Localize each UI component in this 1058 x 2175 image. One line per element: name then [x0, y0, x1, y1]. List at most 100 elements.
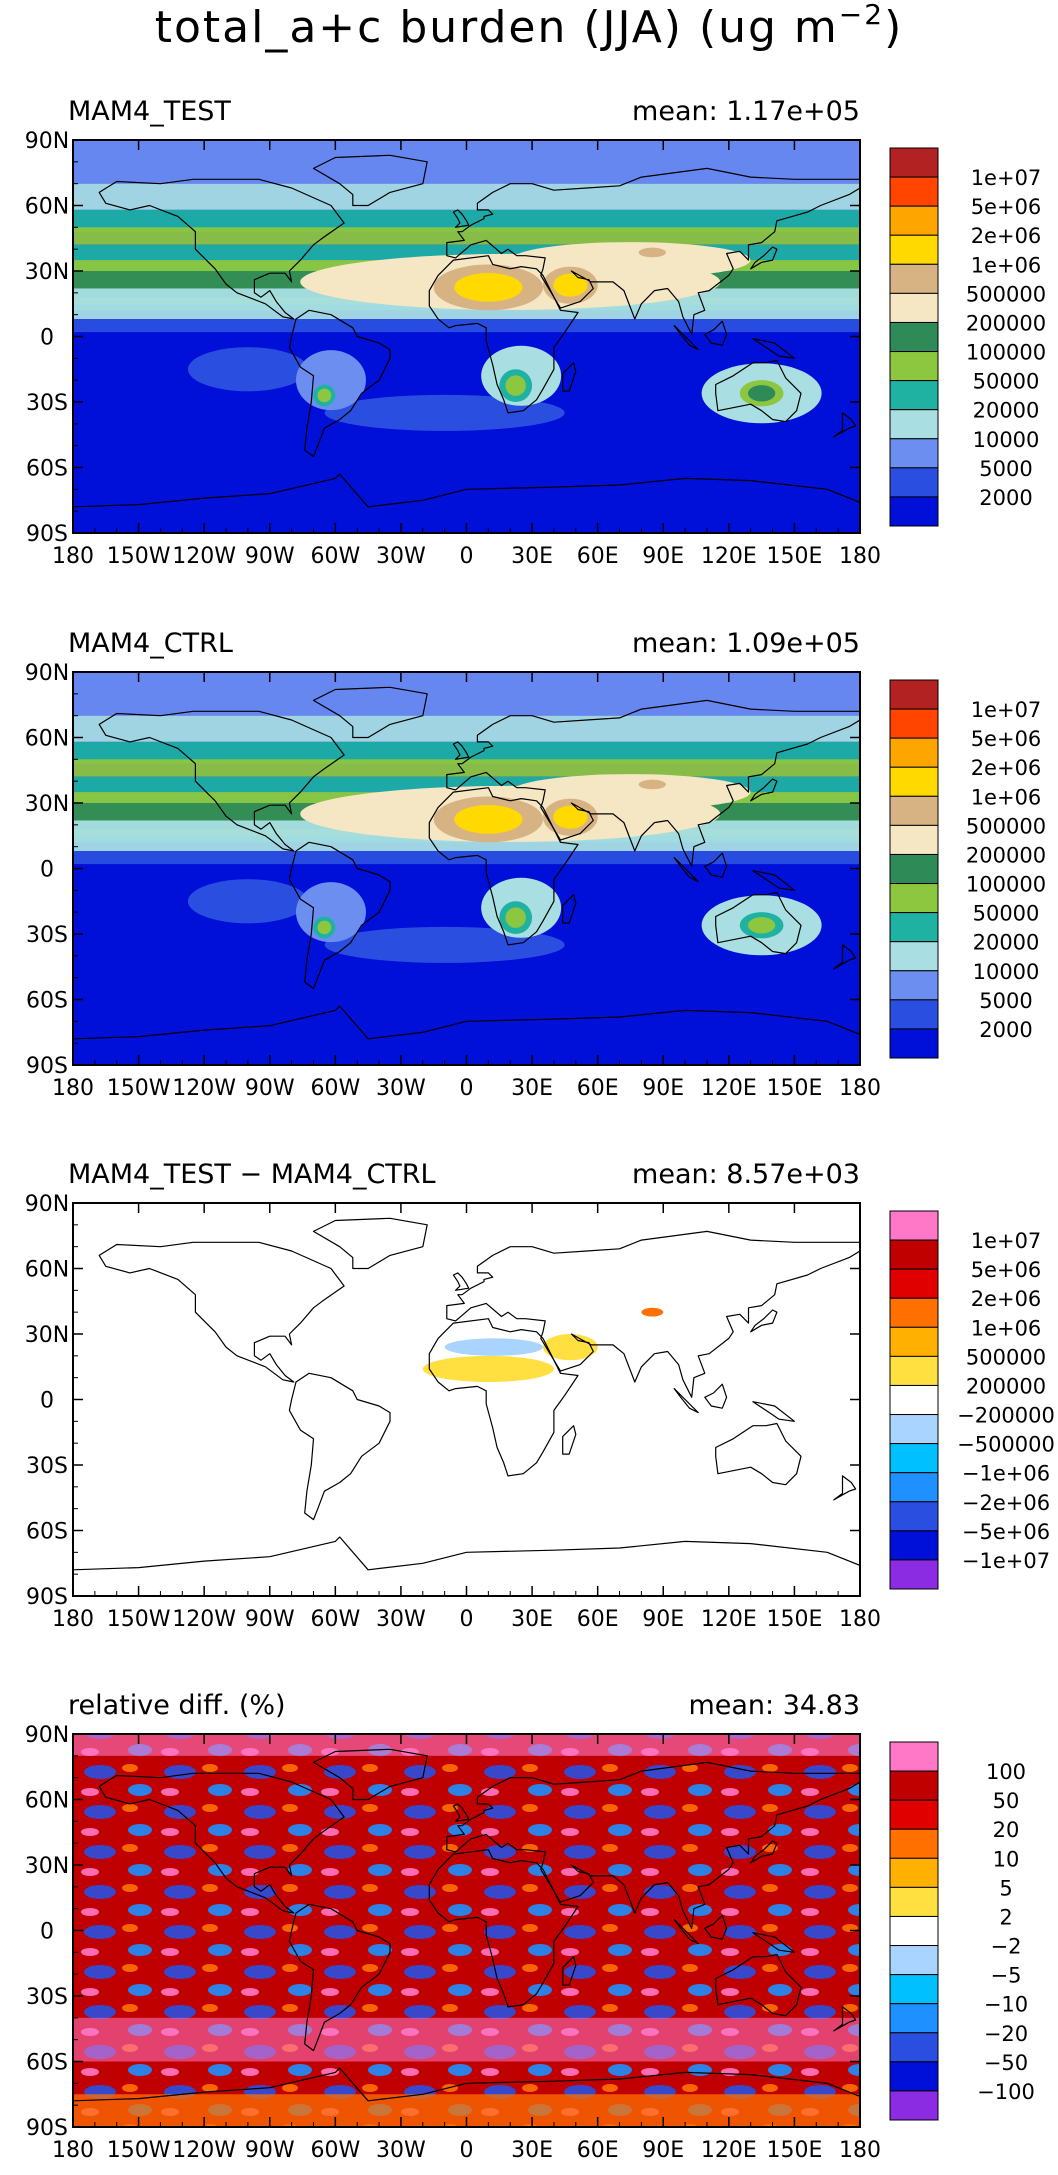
coastline-eurasia [446, 699, 860, 867]
colorbar-box [889, 1559, 939, 1590]
field-patch [295, 350, 366, 411]
coastline-africa [428, 787, 579, 946]
colorbar-box [889, 1799, 939, 1830]
colorbar-box [889, 147, 939, 178]
colorbar-label: 2e+06 [971, 756, 1042, 780]
panel-mean-label: mean: 34.83 [688, 1690, 860, 1721]
colorbar-label: 200000 [966, 311, 1046, 335]
colorbar-label: 100000 [966, 873, 1046, 897]
y-tick-label: 60S [26, 989, 68, 1014]
colorbar-box [889, 1915, 939, 1947]
coastline-australia [715, 891, 802, 955]
colorbar-label: 1e+06 [971, 1316, 1042, 1340]
x-tick-label: 60E [577, 2138, 619, 2163]
y-tick-label: 0 [40, 326, 54, 351]
x-tick-label: 90E [642, 1076, 684, 1101]
field-band [73, 2017, 860, 2062]
y-tick-label: 30N [25, 792, 69, 817]
panel-title: MAM4_TEST [68, 96, 231, 127]
coastline-antarctica [73, 1536, 860, 1596]
y-tick-label: 90S [26, 2116, 68, 2141]
coastline-borneo [704, 320, 728, 346]
coastline-madagascar [562, 1425, 577, 1455]
coastline-south-america [288, 1903, 391, 2052]
x-tick-label: 180 [52, 2138, 94, 2163]
x-tick-label: 180 [52, 544, 94, 569]
dust-belt [510, 774, 751, 811]
colorbar-box [889, 1530, 939, 1561]
coastline-new-zealand [833, 944, 857, 970]
coastline-north-america [98, 178, 345, 320]
colorbar-label: −2e+06 [962, 1491, 1050, 1515]
x-tick-label: 90W [245, 1076, 295, 1101]
colorbar-box [889, 1945, 939, 1976]
x-tick-label: 150E [766, 1076, 822, 1101]
coastline-great-britain [452, 1272, 470, 1291]
field-core-taklamakan [638, 779, 666, 790]
colorbar-label: 2 [999, 1905, 1012, 1929]
colorbar-label: −200000 [957, 1404, 1055, 1428]
colorbar-box [889, 292, 939, 323]
y-tick-label: 90S [26, 522, 68, 547]
colorbar-label: 20000 [973, 399, 1040, 423]
colorbar-box [889, 708, 939, 739]
colorbar-box [889, 679, 939, 710]
colorbar-label: 100 [986, 1760, 1026, 1784]
x-tick-label: 30W [376, 544, 426, 569]
x-tick-label: 90W [245, 1607, 295, 1632]
field-core-southamerica [317, 388, 332, 403]
field-core-arabia [553, 805, 588, 829]
colorbar-box [889, 2003, 939, 2034]
panel-title: MAM4_TEST − MAM4_CTRL [68, 1159, 436, 1190]
y-tick-label: 30N [25, 1854, 69, 1879]
colorbar-box [889, 883, 939, 914]
colorbar-box [889, 1355, 939, 1386]
x-tick-label: 180 [839, 544, 881, 569]
colorbar-label: 2e+06 [971, 1287, 1042, 1311]
colorbar-box [889, 2090, 939, 2121]
x-tick-label: 120W [172, 544, 236, 569]
colorbar-box [889, 176, 939, 207]
colorbar-box [889, 205, 939, 236]
y-tick-label: 90N [25, 1192, 69, 1217]
field-patch [295, 882, 366, 943]
x-tick-label: 90E [642, 544, 684, 569]
x-tick-label: 0 [460, 544, 474, 569]
coastline-north-america [98, 1772, 345, 1914]
colorbar-label: 1e+06 [971, 253, 1042, 277]
colorbar-box [889, 1770, 939, 1801]
x-tick-label: 30W [376, 1076, 426, 1101]
coastline-africa [428, 1318, 579, 1477]
field-core-sahara [454, 273, 523, 302]
coastline-madagascar [562, 1956, 577, 1986]
x-tick-label: 0 [460, 1607, 474, 1632]
field-core-taklamakan [638, 247, 666, 258]
colorbar-box [889, 1326, 939, 1357]
colorbar-box [889, 234, 939, 265]
colorbar-label: 200000 [966, 843, 1046, 867]
x-tick-label: 90E [642, 2138, 684, 2163]
colorbar-label: 500000 [966, 1345, 1046, 1369]
x-tick-label: 150W [107, 1607, 171, 1632]
x-tick-label: 150W [107, 2138, 171, 2163]
y-tick-label: 30S [26, 391, 68, 416]
panel-mam4-test: 1e+075e+062e+061e+0650000020000010000050… [25, 96, 1046, 569]
x-tick-label: 30E [511, 1607, 553, 1632]
colorbar: 1e+07 5e+06 2e+06 1e+06 500000 200000 100000 50… [889, 147, 1046, 527]
coastline-japan [750, 778, 778, 802]
panel-mam4-ctrl: 1e+075e+062e+061e+0650000020000010000050… [25, 628, 1046, 1101]
field-band [73, 319, 860, 333]
coastline-north-america [98, 1241, 345, 1383]
x-tick-label: 60E [577, 544, 619, 569]
colorbar-label: 1e+07 [971, 1229, 1042, 1253]
y-tick-label: 90S [26, 1054, 68, 1079]
x-tick-label: 150W [107, 544, 171, 569]
x-tick-label: 180 [52, 1076, 94, 1101]
y-tick-label: 60N [25, 1258, 69, 1283]
y-tick-label: 60N [25, 1789, 69, 1814]
map-area [73, 1203, 860, 1596]
colorbar-box [889, 1268, 939, 1299]
y-tick-label: 30S [26, 923, 68, 948]
colorbar-box [889, 1886, 939, 1917]
